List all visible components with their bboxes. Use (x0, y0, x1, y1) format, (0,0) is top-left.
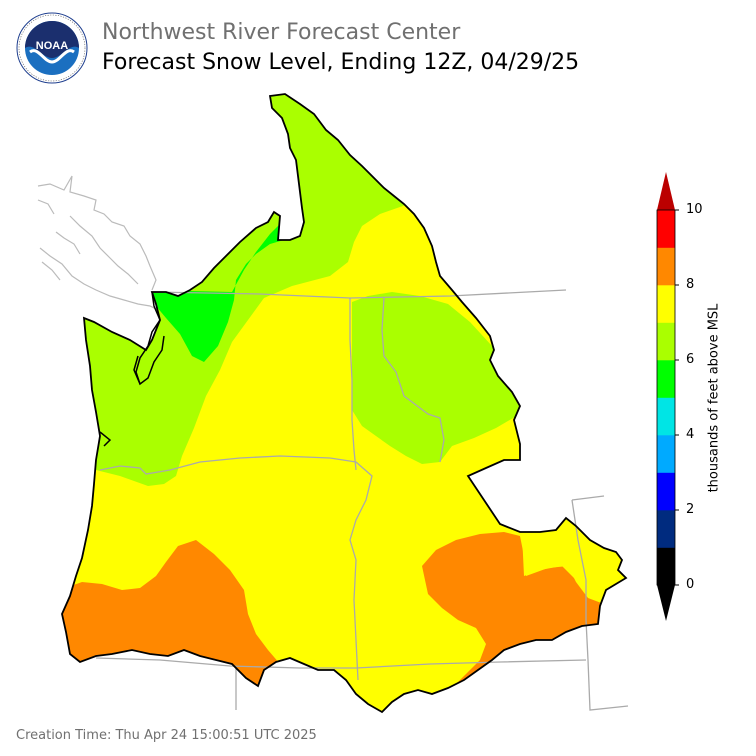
coastline-outlines (37, 175, 163, 313)
colorbar-bin-8-9 (657, 247, 675, 286)
colorbar-bin-5-6 (657, 360, 675, 398)
creation-time: Creation Time: Thu Apr 24 15:00:51 UTC 2… (16, 728, 317, 743)
puget-sound-shoreline (99, 291, 165, 447)
colorbar-tick-marks (675, 209, 679, 586)
colorbar-bin-0-1 (657, 547, 675, 586)
snow-zone-6-7-se-strip (522, 528, 620, 596)
colorbar-tick-label: 10 (686, 202, 703, 217)
colorbar-bin-3-4 (657, 435, 675, 473)
colorbar-tick-label: 6 (686, 352, 695, 367)
snow-zone-5-6 (150, 220, 284, 362)
svg-text:NOAA: NOAA (36, 40, 68, 52)
colorbar-over-arrow (657, 172, 675, 210)
colorbar-bin-2-3 (657, 472, 675, 511)
colorbar (656, 172, 679, 621)
snow-zone-6-7-east (352, 292, 522, 464)
colorbar-bin-6-7 (657, 322, 675, 361)
colorbar-tick-label: 8 (686, 277, 695, 292)
map-title: Forecast Snow Level, Ending 12Z, 04/29/2… (102, 50, 580, 75)
colorbar-bin-1-2 (657, 510, 675, 548)
colorbar-tick-label: 4 (686, 427, 695, 442)
colorbar-tick-label: 0 (686, 577, 695, 592)
colorbar-bin-9-10 (657, 210, 675, 248)
colorbar-tick-label: 2 (686, 502, 695, 517)
org-title: Northwest River Forecast Center (102, 20, 461, 45)
colorbar-bin-4-5 (657, 397, 675, 436)
snow-zone-8-9-idaho (422, 532, 610, 700)
colorbar-bin-7-8 (657, 285, 675, 323)
colorbar-under-arrow (657, 585, 675, 621)
colorbar-bins (657, 210, 675, 586)
colorbar-label-text: thousands of feet above MSL (706, 303, 722, 493)
noaa-logo: NOAA (16, 12, 88, 84)
